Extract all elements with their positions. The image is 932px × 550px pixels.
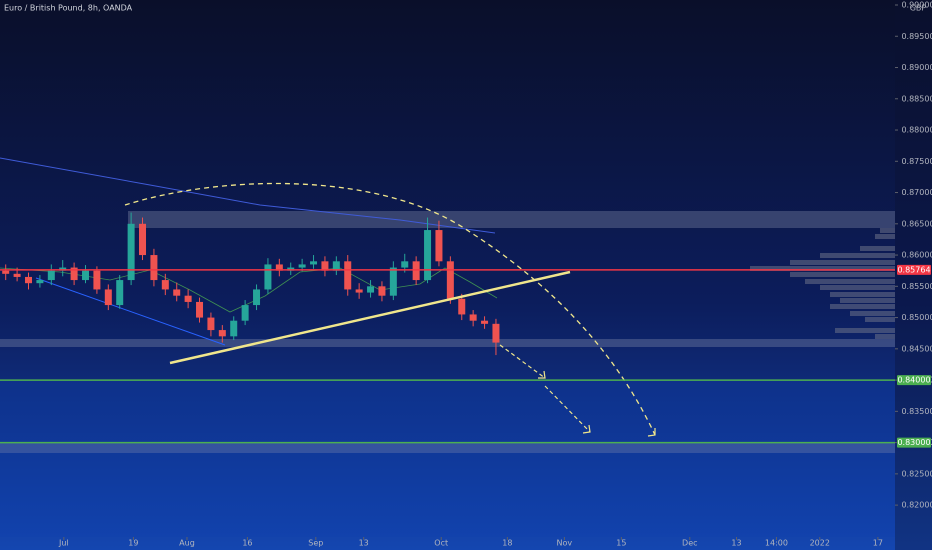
candle-body	[93, 270, 101, 290]
candle-body	[150, 255, 158, 281]
candle-body	[70, 267, 78, 281]
candle-body	[116, 280, 124, 306]
projection-arrows	[499, 344, 591, 433]
candle-body	[389, 267, 397, 296]
y-tick-label: 0.85500	[901, 282, 932, 291]
candle-body	[230, 320, 238, 337]
x-tick-label: Nov	[557, 539, 573, 548]
y-tick-label: 0.83500	[901, 407, 932, 416]
candle-body	[47, 270, 55, 281]
candle-body	[184, 295, 192, 302]
plot	[2, 212, 500, 356]
price-level-tag	[897, 264, 931, 275]
candle-body	[264, 264, 272, 290]
candle-body	[492, 323, 500, 343]
candle-body	[458, 298, 466, 315]
price-level-label: 0.83000	[897, 438, 930, 447]
candle-body	[2, 270, 10, 274]
x-tick-label: Aug	[179, 539, 195, 548]
chart-title: Euro / British Pound, 8h, OANDA	[4, 4, 133, 13]
short-moving-average	[0, 267, 498, 313]
target-zone	[0, 442, 895, 453]
x-tick-label: Sep	[308, 539, 323, 548]
x-tick-label: Oct	[434, 539, 448, 548]
candle-body	[104, 289, 112, 306]
y-tick-label: 0.88000	[901, 126, 932, 135]
candle-body	[25, 276, 33, 284]
candle-body	[310, 261, 318, 265]
candle-body	[469, 314, 477, 321]
candle-body	[139, 223, 147, 256]
lower-region	[0, 380, 895, 537]
price-level-label: 0.85764	[897, 265, 930, 274]
candle-body	[161, 280, 169, 290]
y-tick-label: 0.82500	[901, 469, 932, 478]
candle-body	[435, 230, 443, 262]
candle-body	[253, 289, 261, 306]
y-tick-label: 0.90000	[901, 1, 932, 10]
candle-body	[344, 261, 352, 290]
x-tick-label: 15	[616, 539, 626, 548]
price-axis	[895, 0, 932, 550]
currency: GBP	[910, 4, 927, 13]
price-level-tag	[897, 375, 931, 386]
y-tick-label: 0.88500	[901, 94, 932, 103]
y-tick-label: 0.89000	[901, 63, 932, 72]
arrowheads	[538, 370, 656, 437]
volume-profile	[750, 228, 895, 339]
x-tick-label: 16	[242, 539, 252, 548]
support-zone	[0, 339, 895, 347]
candle-body	[412, 261, 420, 281]
candle-body	[36, 280, 44, 284]
candle-body	[241, 305, 249, 321]
candle-body	[378, 286, 386, 296]
x-tick-label: 19	[128, 539, 138, 548]
candle-body	[355, 289, 363, 293]
y-tick-label: 0.89500	[901, 32, 932, 41]
x-tick-label: 13	[731, 539, 741, 548]
candle-body	[367, 286, 375, 293]
candle-body	[481, 320, 489, 324]
candle-body	[127, 223, 135, 281]
candle-body	[173, 289, 181, 296]
x-tick-label: 13	[359, 539, 369, 548]
x-tick-label: 14:00	[765, 539, 788, 548]
support-trendline	[169, 270, 571, 365]
x-tick-label: Dec	[682, 539, 697, 548]
y-tick-label: 0.85000	[901, 313, 932, 322]
x-tick-label: 17	[873, 539, 883, 548]
candle-body	[82, 270, 90, 281]
y-tick-label: 0.87000	[901, 188, 932, 197]
trendline	[35, 277, 226, 346]
long-moving-average	[0, 157, 496, 234]
price-level-tag	[897, 437, 931, 448]
candle-body	[298, 264, 306, 268]
candle-body	[196, 301, 204, 318]
y-tick-label: 0.86000	[901, 251, 932, 260]
candle-body	[13, 273, 21, 277]
x-tick-label: 2022	[810, 539, 830, 548]
candle-body	[275, 264, 283, 271]
candle-body	[424, 230, 432, 281]
x-tick-label: 18	[502, 539, 512, 548]
y-tick-label: 0.84500	[901, 344, 932, 353]
candle-body	[401, 261, 409, 268]
resistance-zone	[128, 211, 895, 228]
x-tick-label: Jul	[58, 539, 69, 548]
price-level-label: 0.84000	[897, 376, 930, 385]
candle-body	[332, 261, 340, 271]
candle-body	[207, 317, 215, 331]
candle-body	[446, 261, 454, 299]
y-tick-label: 0.82000	[901, 501, 932, 510]
y-tick-label: 0.87500	[901, 157, 932, 166]
candle-body	[321, 261, 329, 271]
y-tick-label: 0.86500	[901, 219, 932, 228]
candle-body	[218, 330, 226, 337]
